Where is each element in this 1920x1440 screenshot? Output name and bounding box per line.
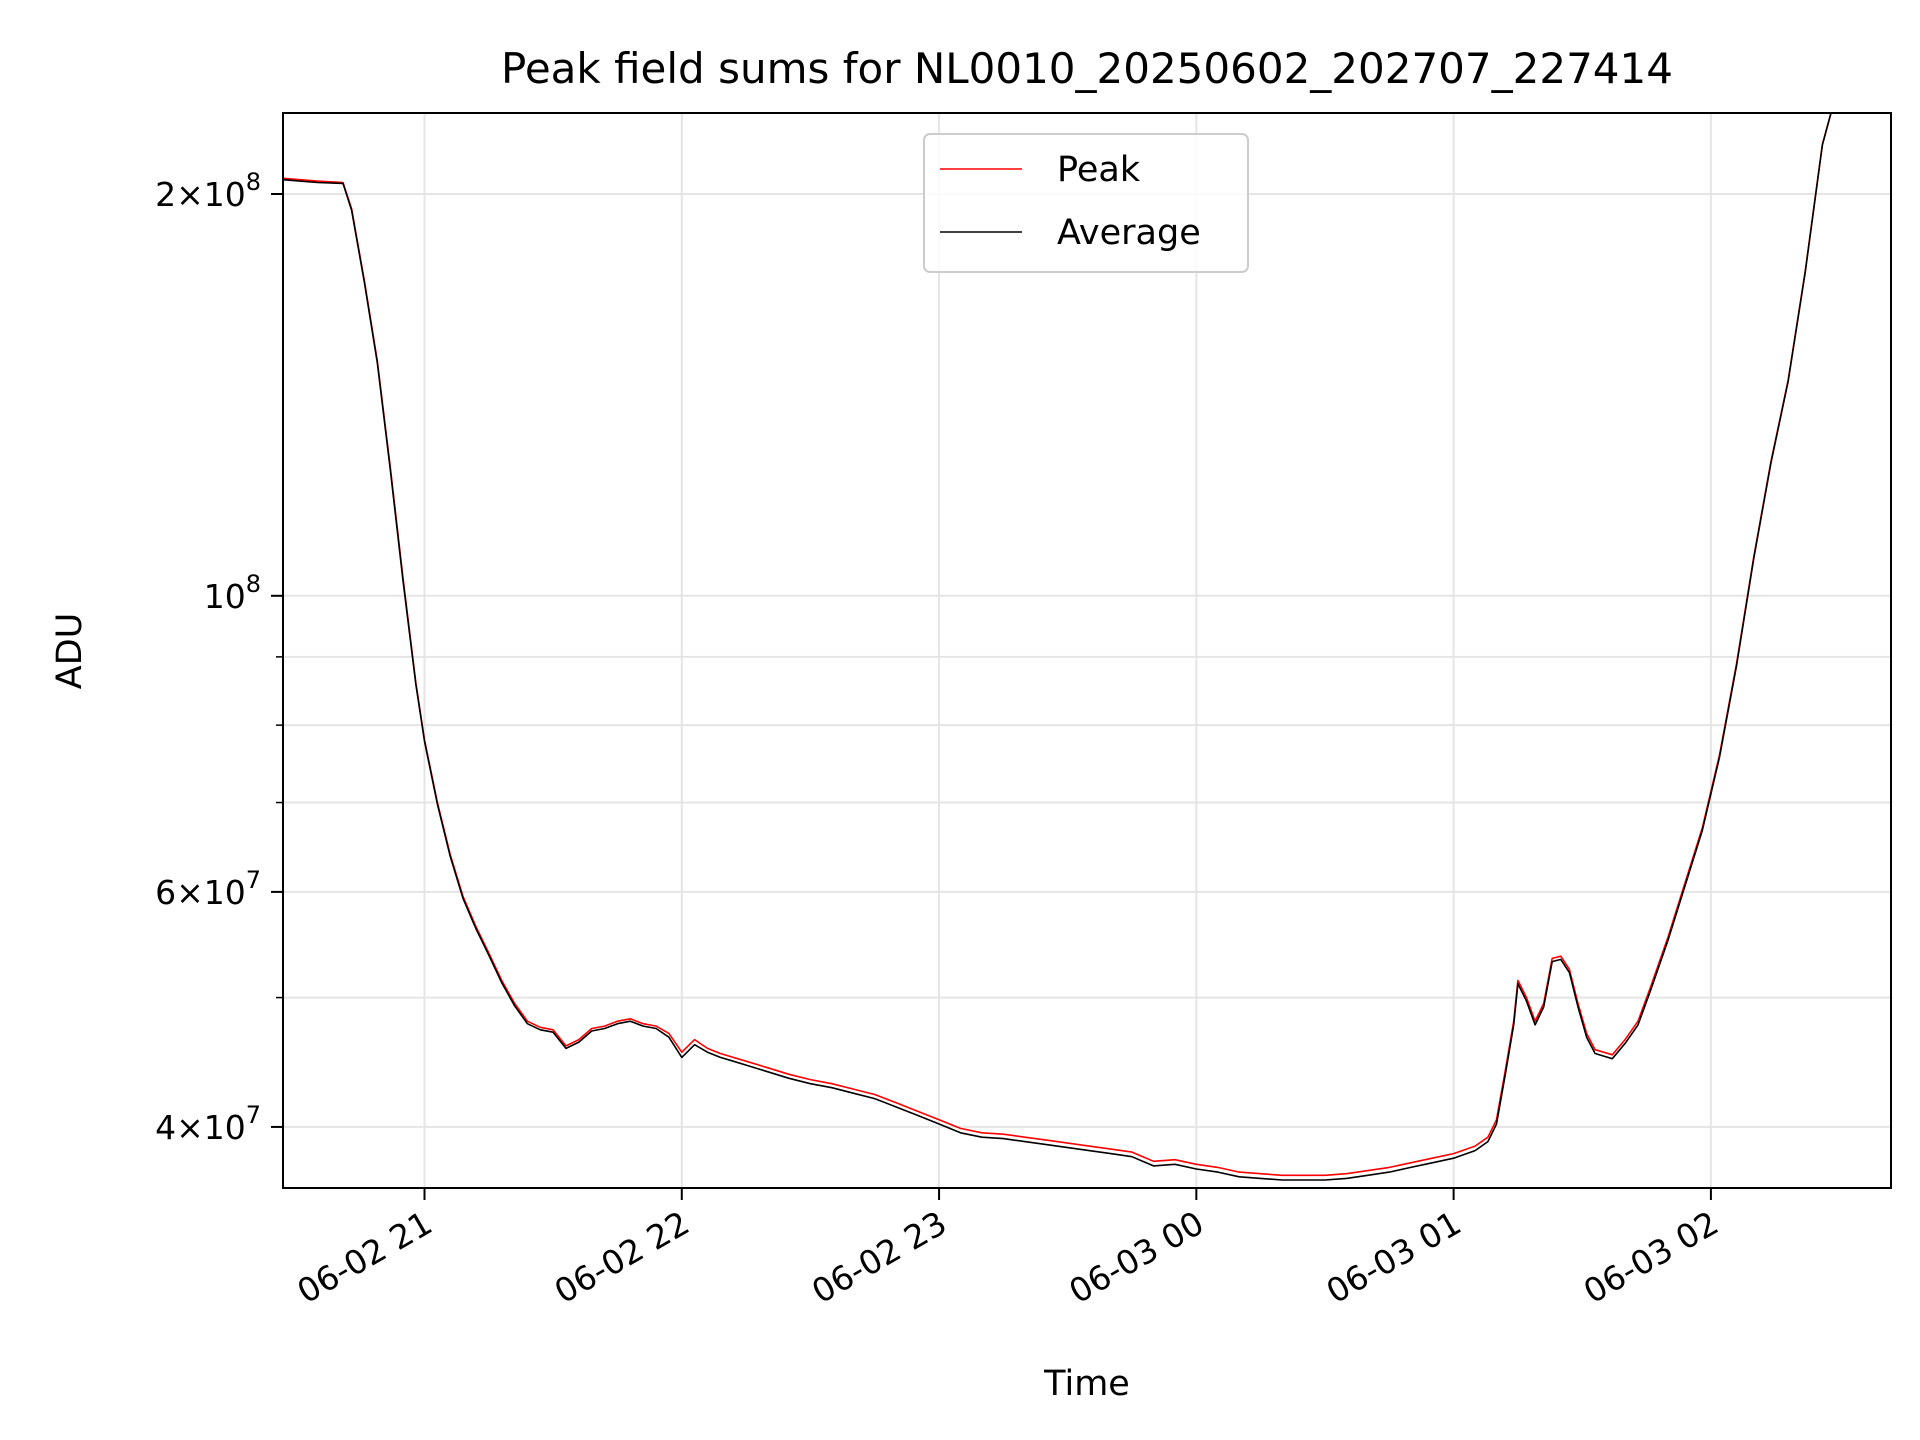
- series-layer: [283, 113, 1832, 1181]
- y-tick-mantissa: 6: [155, 873, 176, 912]
- y-tick-base: ×10: [176, 1108, 246, 1147]
- chart-title: Peak field sums for NL0010_20250602_2027…: [501, 44, 1673, 93]
- y-tick-base: ×10: [176, 873, 246, 912]
- y-axis-label: ADU: [50, 613, 90, 690]
- x-axis-label: Time: [1043, 1364, 1130, 1404]
- series-line-average: [283, 113, 1832, 1181]
- y-tick-label: 4×107: [155, 1101, 261, 1147]
- y-tick-exponent: 8: [246, 168, 261, 196]
- y-tick-exponent: 7: [246, 866, 261, 894]
- y-tick-label: 2×108: [155, 168, 261, 214]
- y-tick-mantissa: 2: [155, 175, 176, 214]
- y-tick-exponent: 7: [246, 1101, 261, 1129]
- y-tick-mantissa: 4: [155, 1108, 176, 1147]
- y-tick-base: 10: [204, 577, 246, 616]
- y-tick-exponent: 8: [246, 570, 261, 598]
- legend-label-average: Average: [1057, 213, 1201, 253]
- legend-label-peak: Peak: [1057, 150, 1141, 190]
- y-tick-label: 6×107: [155, 866, 261, 912]
- plot-frame: [282, 112, 1892, 1189]
- y-tick-label: 108: [204, 570, 261, 616]
- legend: Peak Average: [923, 133, 1249, 273]
- y-tick-base: ×10: [176, 175, 246, 214]
- series-line-peak: [283, 113, 1832, 1177]
